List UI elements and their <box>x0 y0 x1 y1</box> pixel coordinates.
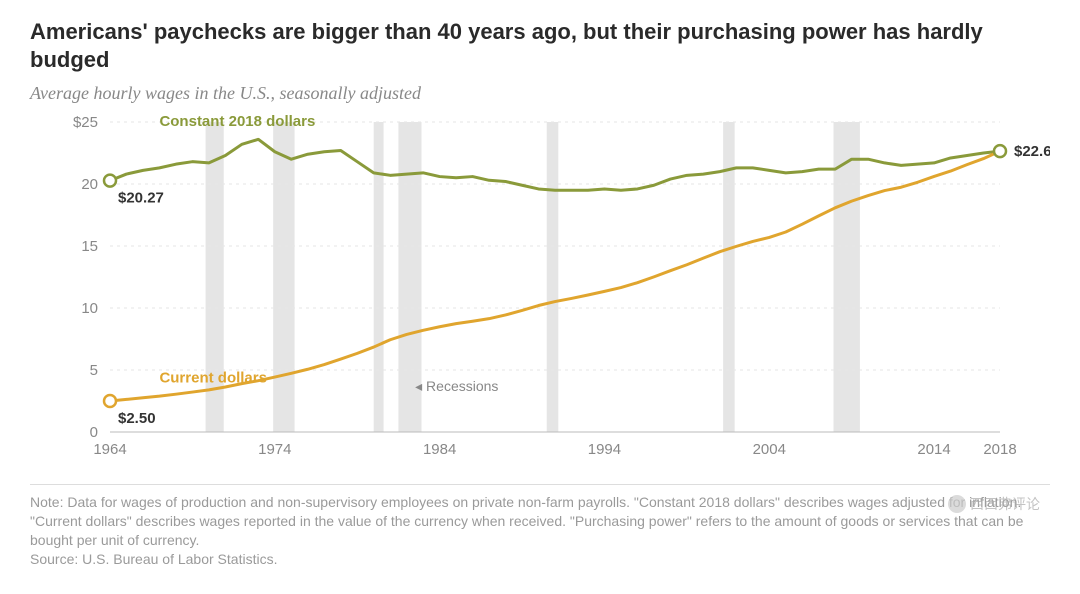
y-tick-label: 10 <box>81 300 98 317</box>
recession-band <box>547 122 559 432</box>
current-series-label: Current dollars <box>159 370 267 387</box>
y-tick-label: 15 <box>81 238 98 255</box>
x-tick-label: 2018 <box>983 441 1016 458</box>
y-tick-label: $25 <box>73 114 98 131</box>
y-tick-label: 0 <box>90 424 98 441</box>
chart-area: 0 5 10 15 20 $25 1964 1974 1984 1994 2004 2014 2018 $… <box>30 112 1050 472</box>
recession-label: ◂ Recessions <box>415 378 498 394</box>
x-tick-label: 2014 <box>917 441 950 458</box>
recession-band <box>374 122 384 432</box>
watermark-icon <box>948 495 966 513</box>
x-tick-label: 2004 <box>753 441 786 458</box>
constant-series-label: Constant 2018 dollars <box>159 113 315 130</box>
end-marker <box>994 145 1006 157</box>
recession-band <box>273 122 294 432</box>
x-tick-label: 1994 <box>588 441 621 458</box>
watermark: 西西弗评论 <box>948 494 1040 514</box>
x-tick-label: 1984 <box>423 441 456 458</box>
chart-subtitle: Average hourly wages in the U.S., season… <box>30 83 1050 104</box>
end-value-label: $22.65 <box>1014 143 1050 160</box>
x-tick-label: 1974 <box>258 441 291 458</box>
current-start-marker <box>104 395 116 407</box>
x-tick-label: 1964 <box>93 441 126 458</box>
constant-start-marker <box>104 175 116 187</box>
line-chart-svg: 0 5 10 15 20 $25 1964 1974 1984 1994 2004 2014 2018 $… <box>30 112 1050 472</box>
y-tick-label: 20 <box>81 176 98 193</box>
constant-start-value: $20.27 <box>118 190 164 207</box>
chart-title: Americans' paychecks are bigger than 40 … <box>30 18 1050 73</box>
watermark-text: 西西弗评论 <box>970 494 1040 514</box>
current-start-value: $2.50 <box>118 410 156 427</box>
y-tick-label: 5 <box>90 362 98 379</box>
chart-footnote: Note: Data for wages of production and n… <box>30 484 1050 569</box>
